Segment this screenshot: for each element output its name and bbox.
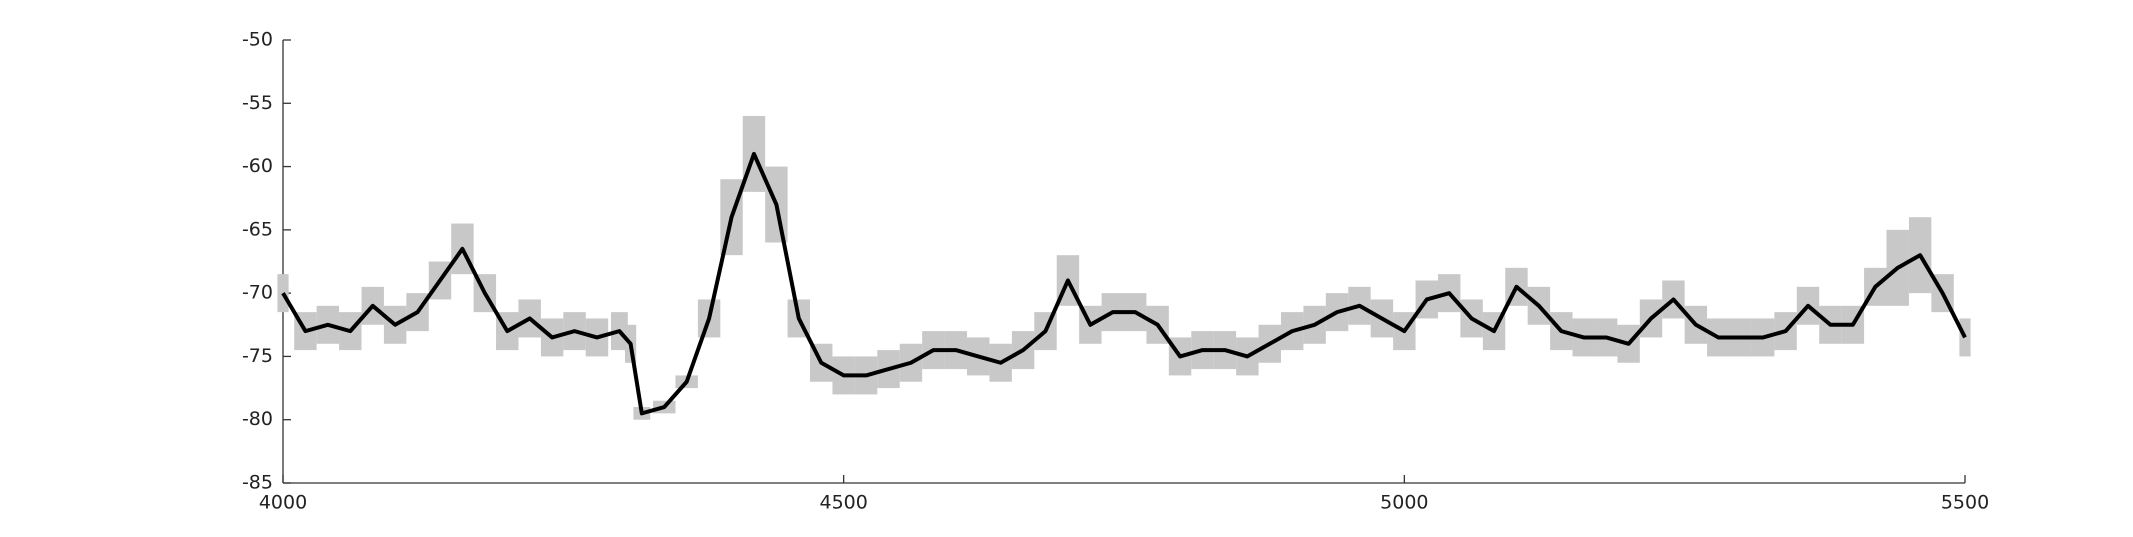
- x-tick-label: 5500: [1941, 492, 1989, 514]
- y-tick-label: -50: [242, 29, 273, 51]
- line: [281, 151, 1967, 416]
- y-tick-label: -65: [242, 218, 273, 240]
- x-tick-label: 4000: [259, 492, 307, 514]
- y-tick-label: -75: [242, 345, 273, 367]
- x-tick-label: 5000: [1380, 492, 1428, 514]
- y-tick-label: -80: [242, 408, 273, 430]
- y-tick-label: -85: [242, 472, 273, 494]
- x-tick-label: 4500: [819, 492, 867, 514]
- y-tick-label: -70: [242, 282, 273, 304]
- y-tick-label: -60: [242, 155, 273, 177]
- y-tick-label: -55: [242, 92, 273, 114]
